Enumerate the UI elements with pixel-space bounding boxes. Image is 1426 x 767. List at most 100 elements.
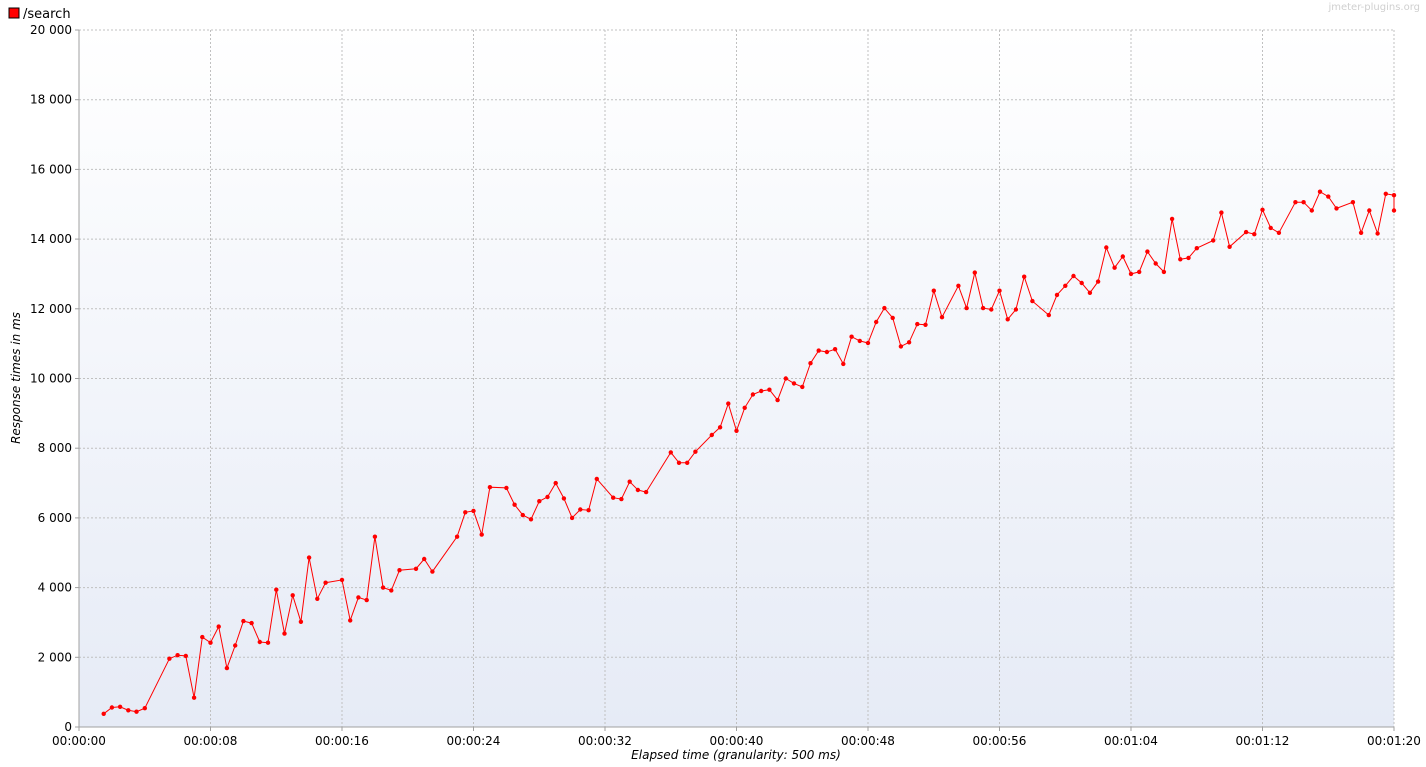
data-point <box>1219 210 1224 215</box>
data-point <box>635 487 641 493</box>
data-point <box>906 340 912 345</box>
data-point <box>1358 230 1364 235</box>
data-point <box>1063 283 1068 288</box>
data-point <box>380 585 386 590</box>
x-tick-labels: 00:00:00 00:00:08 00:00:16 00:00:24 00:00:32… <box>52 734 1421 748</box>
data-point <box>413 566 419 571</box>
data-point <box>627 479 632 484</box>
legend-label: /search <box>23 7 71 22</box>
data-point <box>931 288 936 293</box>
watermark: jmeter-plugins.org <box>1327 2 1420 13</box>
y-tick-label: 20 000 <box>30 23 72 37</box>
data-point <box>1145 249 1150 254</box>
x-axis-title: Elapsed time (granularity: 500 ms) <box>631 748 841 762</box>
data-point <box>1367 208 1372 213</box>
data-point <box>463 510 468 515</box>
y-tick-labels: 0 2 000 4 000 6 000 8 000 10 000 12 000 14 000 1… <box>30 23 72 734</box>
x-tick-label: 00:01:04 <box>1104 734 1158 748</box>
data-point <box>224 665 230 671</box>
data-point <box>117 704 123 709</box>
data-point <box>1087 290 1093 295</box>
data-point <box>1079 280 1084 286</box>
data-point <box>1391 193 1397 198</box>
data-point <box>824 349 830 355</box>
x-tick-label: 00:01:12 <box>1236 734 1290 748</box>
data-point <box>569 515 575 521</box>
y-tick-label: 18 000 <box>30 93 72 107</box>
data-point <box>1030 298 1035 304</box>
data-point <box>315 596 320 601</box>
data-point <box>126 708 131 713</box>
y-tick-label: 16 000 <box>30 162 72 176</box>
series-line <box>103 190 1395 715</box>
data-point <box>676 460 682 465</box>
data-point <box>1375 231 1380 236</box>
data-point <box>1095 279 1101 284</box>
x-tick-label: 00:00:56 <box>973 734 1027 748</box>
x-tick-label: 00:00:48 <box>841 734 895 748</box>
data-point <box>101 711 106 716</box>
y-tick-label: 2 000 <box>38 650 72 664</box>
data-point <box>783 376 788 381</box>
x-tick-label: 00:00:40 <box>710 734 764 748</box>
x-tick-label: 00:00:08 <box>184 734 238 748</box>
data-point <box>1137 269 1142 275</box>
y-tick-label: 4 000 <box>38 581 72 595</box>
data-point <box>1383 191 1389 196</box>
data-point <box>808 361 813 366</box>
data-point <box>1260 207 1265 212</box>
data-point <box>693 449 698 454</box>
data-point <box>767 387 772 392</box>
data-point <box>323 580 328 585</box>
data-point <box>1350 200 1356 205</box>
data-point <box>290 593 295 598</box>
x-tick-label: 00:01:20 <box>1367 734 1421 748</box>
data-point <box>1186 255 1191 261</box>
data-point <box>1128 271 1134 277</box>
data-point <box>208 640 213 645</box>
data-point <box>923 322 928 327</box>
data-point <box>643 489 649 495</box>
data-point <box>1104 245 1109 250</box>
data-point <box>372 534 378 539</box>
data-point <box>528 517 534 522</box>
data-point <box>1326 194 1331 199</box>
legend-swatch <box>8 7 20 19</box>
data-point <box>775 397 780 403</box>
data-point <box>578 507 583 512</box>
data-point <box>109 705 115 710</box>
data-point <box>874 319 879 325</box>
data-point <box>997 288 1002 293</box>
data-point <box>504 485 509 491</box>
data-point <box>915 321 920 327</box>
data-point <box>964 305 969 311</box>
data-point <box>685 460 690 465</box>
x-tick-label: 00:00:24 <box>447 734 501 748</box>
data-point <box>167 656 172 661</box>
data-point <box>1293 200 1298 205</box>
data-point <box>512 502 517 507</box>
data-point <box>537 499 542 504</box>
data-point <box>750 392 756 397</box>
x-tick-label: 00:00:00 <box>52 734 106 748</box>
data-point <box>865 340 871 346</box>
data-point <box>1005 317 1010 322</box>
data-point <box>734 428 739 433</box>
data-point <box>265 640 271 645</box>
grid <box>75 29 1395 731</box>
data-point <box>397 568 402 573</box>
data-point <box>1112 265 1117 270</box>
data-point <box>980 305 986 311</box>
data-point <box>479 532 484 537</box>
legend: /search <box>8 7 71 22</box>
data-point <box>956 283 961 288</box>
data-point <box>1071 273 1076 279</box>
data-point <box>800 384 805 390</box>
data-point <box>939 315 945 320</box>
data-point <box>249 620 254 626</box>
data-point <box>1178 257 1183 262</box>
data-point <box>487 485 493 490</box>
y-tick-label: 10 000 <box>30 372 72 386</box>
